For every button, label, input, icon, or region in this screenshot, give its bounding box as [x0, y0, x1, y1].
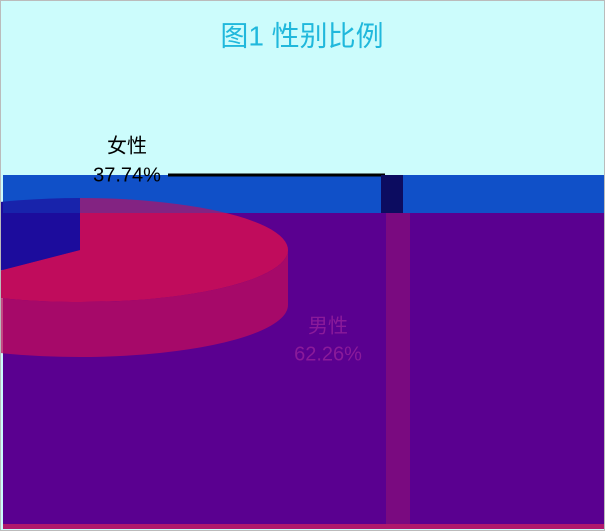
pie-slice [0, 198, 288, 302]
glitch-overlay [3, 175, 605, 213]
value-label: 62.26% [294, 343, 362, 365]
glitch-column [386, 213, 410, 526]
chart-title: 图1 性别比例 [220, 20, 383, 51]
value-label: 37.74% [93, 164, 161, 186]
pie-slice [0, 198, 80, 271]
slice-label: 男性 [308, 315, 348, 338]
glitch-bar [381, 175, 403, 213]
pie-side [0, 250, 288, 357]
slice-label: 女性 [107, 135, 147, 158]
pie [0, 198, 288, 357]
glitch-strip [3, 524, 605, 529]
